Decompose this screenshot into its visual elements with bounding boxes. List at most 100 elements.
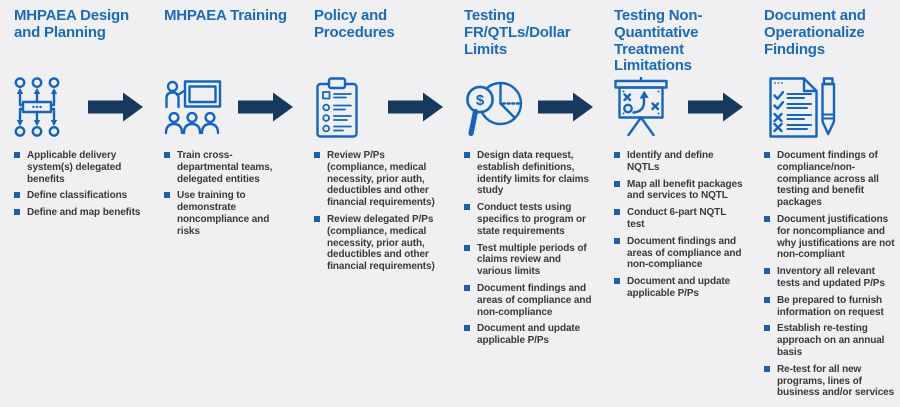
bullet-square-icon <box>764 268 770 275</box>
stage-column-policy-procedures: Policy and Procedures <box>300 0 450 407</box>
icon-row: $ <box>464 72 594 142</box>
list-item: Identify and define NQTLs <box>614 150 744 174</box>
list-item: Review delegated P/Ps (compliance, medic… <box>314 214 444 273</box>
stage-column-testing-fr-qtl: Testing FR/QTLs/Dollar Limits $ Design d… <box>450 0 600 407</box>
bullet-list: Identify and define NQTLs Map all benefi… <box>614 150 744 300</box>
bullet-square-icon <box>614 237 620 244</box>
bullet-text: Document and update applicable P/Ps <box>477 323 581 347</box>
bullet-square-icon <box>464 244 470 251</box>
mapping-icon <box>14 77 60 137</box>
bullet-text: Re-test for all new programs, lines of b… <box>777 363 895 399</box>
list-item: Document and update applicable P/Ps <box>464 323 594 347</box>
bullet-square-icon <box>314 152 320 158</box>
bullet-square-icon <box>164 192 170 199</box>
flow-arrow-icon <box>688 92 743 122</box>
list-item: Define classifications <box>14 190 144 202</box>
stage-title: Policy and Procedures <box>314 7 395 41</box>
list-item: Document and update applicable P/Ps <box>614 276 744 300</box>
list-item: Establish re-testing approach on an annu… <box>764 323 898 358</box>
document-pen-icon <box>769 76 836 138</box>
bullet-list: Design data request, establish definitio… <box>464 150 594 347</box>
bullet-text: Map all benefit packages and services to… <box>627 178 743 202</box>
list-item: Be prepared to furnish information on re… <box>764 295 898 319</box>
stage-column-training: MHPAEA Training Train cro <box>150 0 300 407</box>
list-item: Document findings and areas of complianc… <box>614 236 744 271</box>
list-item: Review P/Ps (compliance, medical necessi… <box>314 150 444 209</box>
bullet-square-icon <box>614 278 620 285</box>
bullet-square-icon <box>14 209 20 216</box>
flow-arrow-icon <box>388 92 443 122</box>
magnifier-pie-icon: $ <box>466 81 523 136</box>
flow-arrow-icon <box>538 92 593 122</box>
stage-title: MHPAEA Training <box>164 7 287 24</box>
strategy-board-icon <box>614 77 668 137</box>
list-item: Document findings and areas of complianc… <box>464 283 594 318</box>
bullet-square-icon <box>464 152 470 158</box>
bullet-square-icon <box>764 325 770 332</box>
bullet-text: Inventory all relevant tests and updated… <box>777 266 885 289</box>
list-item: Test multiple periods of claims review a… <box>464 243 594 278</box>
list-item: Train cross-departmental teams, delegate… <box>164 150 294 185</box>
bullet-square-icon <box>464 325 470 332</box>
list-item: Conduct 6-part NQTL test <box>614 207 744 231</box>
icon-row <box>614 72 744 142</box>
bullet-text: Conduct 6-part NQTL test <box>627 207 727 230</box>
bullet-text: Train cross-departmental teams, delegate… <box>177 150 273 185</box>
bullet-list: Document findings of compliance/non-comp… <box>764 150 898 399</box>
bullet-text: Define and map benefits <box>27 207 141 219</box>
list-item: Conduct tests using specifics to program… <box>464 202 594 237</box>
bullet-square-icon <box>14 192 20 199</box>
stage-title: Document and Operationalize Findings <box>764 7 866 58</box>
list-item: Design data request, establish definitio… <box>464 150 594 197</box>
bullet-text: Establish re-testing approach on an annu… <box>777 323 885 358</box>
bullet-list: Review P/Ps (compliance, medical necessi… <box>314 150 444 273</box>
bullet-square-icon <box>14 152 20 158</box>
flow-arrow-icon <box>238 92 293 122</box>
list-item: Re-test for all new programs, lines of b… <box>764 364 898 399</box>
bullet-text: Conduct tests using specifics to program… <box>477 202 586 237</box>
stage-title: Testing Non-Quantitative Treatment Limit… <box>614 7 703 75</box>
stage-title: MHPAEA Design and Planning <box>14 7 129 41</box>
bullet-text: Identify and define NQTLs <box>627 150 714 173</box>
list-item: Map all benefit packages and services to… <box>614 179 744 203</box>
icon-row <box>14 72 144 142</box>
bullet-square-icon <box>764 296 770 303</box>
bullet-text: Document justifications for noncomplianc… <box>777 213 895 261</box>
icon-row <box>764 72 898 142</box>
bullet-square-icon <box>764 365 770 372</box>
list-item: Applicable delivery system(s) delegated … <box>14 150 144 185</box>
bullet-square-icon <box>614 152 620 158</box>
bullet-square-icon <box>464 204 470 211</box>
bullet-square-icon <box>614 209 620 216</box>
icon-row <box>314 72 444 142</box>
bullet-square-icon <box>614 180 620 187</box>
bullet-text: Document findings and areas of complianc… <box>627 235 742 271</box>
bullet-square-icon <box>464 284 470 291</box>
bullet-text: Define classifications <box>27 190 128 202</box>
clipboard-icon <box>316 76 358 138</box>
dollar-glyph: $ <box>476 92 485 109</box>
bullet-square-icon <box>764 152 770 158</box>
icon-row <box>164 72 294 142</box>
flow-arrow-icon <box>88 92 143 122</box>
bullet-list: Applicable delivery system(s) delegated … <box>14 150 144 219</box>
bullet-text: Review P/Ps (compliance, medical necessi… <box>327 150 435 209</box>
list-item: Inventory all relevant tests and updated… <box>764 266 898 290</box>
list-item: Document justifications for noncomplianc… <box>764 214 898 261</box>
bullet-text: Use training to demonstrate noncomplianc… <box>177 190 270 237</box>
stage-title: Testing FR/QTLs/Dollar Limits <box>464 7 571 58</box>
bullet-text: Design data request, establish definitio… <box>477 150 589 197</box>
bullet-text: Document findings of compliance/non-comp… <box>777 150 879 209</box>
bullet-text: Be prepared to furnish information on re… <box>777 294 884 318</box>
bullet-square-icon <box>164 152 170 158</box>
list-item: Use training to demonstrate noncomplianc… <box>164 190 294 237</box>
bullet-list: Train cross-departmental teams, delegate… <box>164 150 294 238</box>
bullet-square-icon <box>764 215 770 222</box>
bullet-text: Applicable delivery system(s) delegated … <box>27 150 122 185</box>
training-icon <box>164 80 222 135</box>
bullet-text: Document and update applicable P/Ps <box>627 276 731 299</box>
stage-column-design-planning: MHPAEA Design and Planning <box>0 0 150 407</box>
bullet-text: Document findings and areas of complianc… <box>477 282 592 318</box>
stage-column-document-findings: Document and Operationalize Findings <box>750 0 900 407</box>
